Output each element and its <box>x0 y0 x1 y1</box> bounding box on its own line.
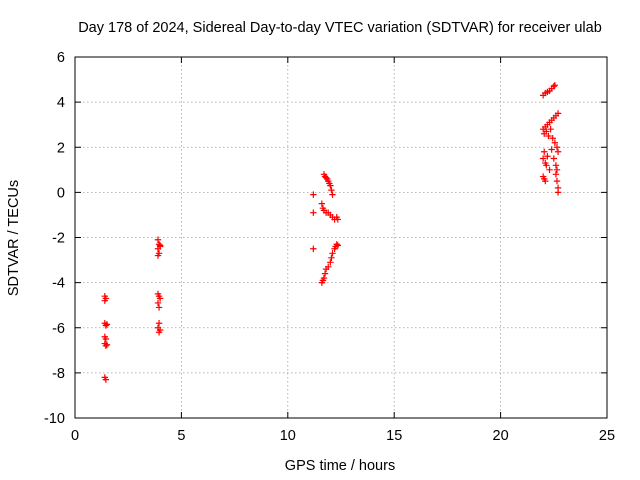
data-point <box>310 245 317 252</box>
y-tick-label: -4 <box>52 276 65 292</box>
data-point <box>310 209 317 216</box>
y-tick-label: 6 <box>57 50 65 66</box>
data-point <box>550 155 557 162</box>
data-point <box>154 236 162 243</box>
y-tick-label: -2 <box>52 231 65 247</box>
x-tick-label: 15 <box>386 428 402 444</box>
data-point <box>552 162 560 169</box>
y-tick-label: -6 <box>52 321 65 337</box>
y-tick-label: 4 <box>57 95 65 111</box>
data-point <box>547 126 554 133</box>
data-point <box>102 295 110 302</box>
x-axis-label: GPS time / hours <box>285 458 395 474</box>
data-point <box>543 162 550 169</box>
grid <box>75 57 607 418</box>
data-point <box>156 295 164 302</box>
data-point <box>548 146 555 153</box>
data-point <box>328 186 335 194</box>
data-point <box>325 263 332 271</box>
data-point <box>541 148 548 155</box>
y-tick-label: -8 <box>52 366 65 382</box>
y-tick-label: 0 <box>57 185 65 201</box>
data-point <box>552 171 560 178</box>
data-point <box>542 177 549 185</box>
data-point <box>554 189 562 196</box>
chart-title: Day 178 of 2024, Sidereal Day-to-day VTE… <box>78 20 602 36</box>
data-point <box>102 376 110 383</box>
data-point <box>553 177 561 185</box>
data-point <box>156 242 164 249</box>
data-point <box>327 182 334 189</box>
data-point <box>554 110 562 117</box>
data-point <box>102 335 110 343</box>
data-point <box>327 259 334 266</box>
data-point <box>333 241 340 248</box>
x-tick-label: 25 <box>599 428 615 444</box>
data-point <box>329 191 336 198</box>
data-point <box>320 274 328 282</box>
y-tick-label: 2 <box>57 140 65 156</box>
y-axis-label: SDTVAR / TECUs <box>6 180 22 296</box>
data-point <box>554 148 562 155</box>
data-point <box>102 342 110 349</box>
data-point <box>154 252 162 259</box>
data-point <box>329 250 336 257</box>
data-point <box>155 304 163 311</box>
data-point <box>553 144 561 151</box>
ticks <box>74 56 608 419</box>
data-point <box>546 166 553 174</box>
data-point <box>103 321 111 328</box>
data-point <box>551 82 559 89</box>
data-point <box>545 132 552 140</box>
data-point <box>334 216 342 223</box>
data-point <box>103 341 111 348</box>
x-tick-label: 0 <box>71 428 79 444</box>
data-point <box>539 155 547 162</box>
data-point <box>318 200 326 207</box>
data-point <box>322 174 330 181</box>
data-point <box>321 270 329 277</box>
data-point <box>328 254 335 262</box>
y-tick-label: -10 <box>44 411 65 427</box>
data-point <box>543 128 550 135</box>
x-tick-label: 10 <box>280 428 296 444</box>
x-tick-label: 5 <box>177 428 185 444</box>
data-point <box>154 245 162 252</box>
data-point <box>155 329 163 336</box>
data-point <box>155 320 163 327</box>
data-point <box>102 322 110 329</box>
data-point <box>154 299 162 307</box>
data-point <box>550 83 557 90</box>
tick-labels: 0 5 10 15 20 25 -10 -8 -6 -4 -2 0 2 4 6 <box>44 50 615 444</box>
data-points <box>101 82 562 383</box>
data-point <box>334 242 342 249</box>
data-point <box>551 139 559 146</box>
data-point <box>310 191 317 198</box>
x-tick-label: 20 <box>493 428 509 444</box>
data-point <box>553 166 561 174</box>
data-point <box>549 135 556 142</box>
data-point <box>544 153 551 160</box>
